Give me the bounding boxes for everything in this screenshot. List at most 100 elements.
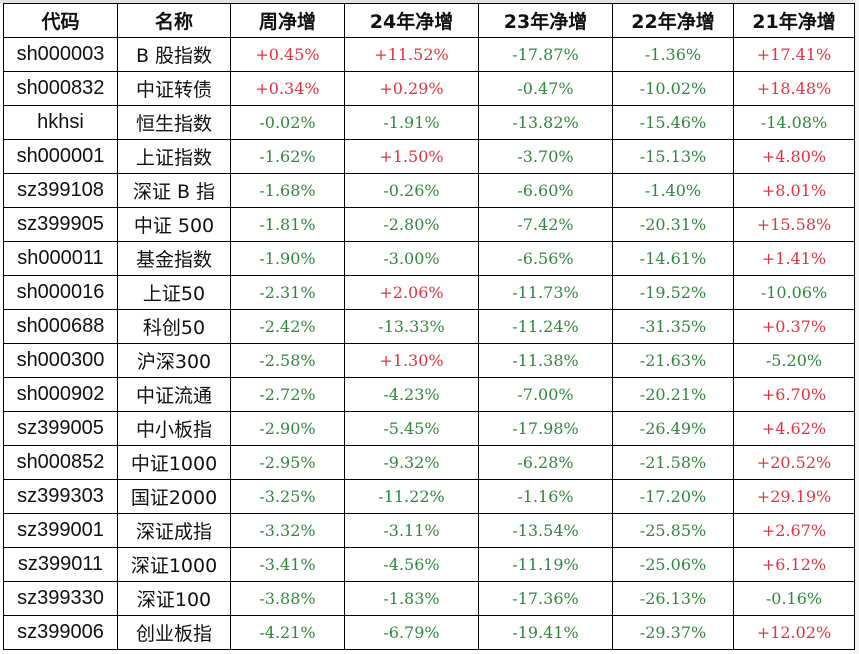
- header-2021-change: 21年净增: [733, 3, 855, 38]
- table-row: sh000011 基金指数 -1.90% -3.00% -6.56% -14.61% +1.…: [3, 241, 855, 276]
- cell-code: sz399303: [3, 479, 118, 514]
- cell-2024-change: +11.52%: [344, 37, 479, 72]
- cell-2024-change: +0.29%: [344, 71, 479, 106]
- cell-week-change: -0.02%: [230, 105, 345, 140]
- cell-2021-change: +8.01%: [733, 173, 855, 208]
- cell-week-change: -1.90%: [230, 241, 345, 276]
- table-row: sz399001 深证成指 -3.32% -3.11% -13.54% -25.85% +2…: [3, 513, 855, 548]
- cell-2023-change: -6.60%: [478, 173, 613, 208]
- cell-code: sh000300: [3, 343, 118, 378]
- cell-code: sz399001: [3, 513, 118, 548]
- header-row: 代码 名称 周净增 24年净增 23年净增 22年净增 21年净增: [3, 3, 855, 38]
- table-row: sh000688 科创50 -2.42% -13.33% -11.24% -31.35% +…: [3, 309, 855, 344]
- cell-2023-change: -13.54%: [478, 513, 613, 548]
- cell-name: B 股指数: [117, 37, 231, 72]
- cell-2022-change: -26.49%: [612, 411, 734, 446]
- cell-week-change: +0.45%: [230, 37, 345, 72]
- table-row: sh000902 中证流通 -2.72% -4.23% -7.00% -20.21% +6.…: [3, 377, 855, 412]
- cell-2023-change: -11.24%: [478, 309, 613, 344]
- sheet-gridline-right: [854, 0, 859, 654]
- cell-2023-change: -0.47%: [478, 71, 613, 106]
- cell-name: 科创50: [117, 309, 231, 344]
- cell-2021-change: -14.08%: [733, 105, 855, 140]
- table-row: sh000832 中证转债 +0.34% +0.29% -0.47% -10.02% +18…: [3, 71, 855, 106]
- cell-2022-change: -15.46%: [612, 105, 734, 140]
- cell-code: sz399006: [3, 615, 118, 650]
- cell-code: sz399108: [3, 173, 118, 208]
- cell-name: 上证50: [117, 275, 231, 310]
- index-performance-table: 代码 名称 周净增 24年净增 23年净增 22年净增 21年净增 sh0000…: [3, 3, 855, 650]
- cell-2022-change: -17.20%: [612, 479, 734, 514]
- cell-2021-change: +4.80%: [733, 139, 855, 174]
- cell-2021-change: +6.70%: [733, 377, 855, 412]
- cell-2023-change: -19.41%: [478, 615, 613, 650]
- cell-2021-change: +12.02%: [733, 615, 855, 650]
- cell-2021-change: -10.06%: [733, 275, 855, 310]
- cell-2021-change: +17.41%: [733, 37, 855, 72]
- cell-name: 深证1000: [117, 547, 231, 582]
- cell-code: sh000902: [3, 377, 118, 412]
- table-row: sh000300 沪深300 -2.58% +1.30% -11.38% -21.63% -…: [3, 343, 855, 378]
- cell-code: hkhsi: [3, 105, 118, 140]
- cell-week-change: -2.42%: [230, 309, 345, 344]
- cell-name: 国证2000: [117, 479, 231, 514]
- table-row: sz399006 创业板指 -4.21% -6.79% -19.41% -29.37% +1…: [3, 615, 855, 650]
- table-row: sh000003 B 股指数 +0.45% +11.52% -17.87% -1.36% +…: [3, 37, 855, 72]
- cell-2024-change: -1.91%: [344, 105, 479, 140]
- cell-code: sz399330: [3, 581, 118, 616]
- cell-2023-change: -11.19%: [478, 547, 613, 582]
- cell-2021-change: +18.48%: [733, 71, 855, 106]
- cell-2024-change: -1.83%: [344, 581, 479, 616]
- cell-code: sz399905: [3, 207, 118, 242]
- cell-2023-change: -11.38%: [478, 343, 613, 378]
- cell-week-change: -3.25%: [230, 479, 345, 514]
- cell-2022-change: -25.85%: [612, 513, 734, 548]
- cell-week-change: -2.95%: [230, 445, 345, 480]
- cell-code: sz399011: [3, 547, 118, 582]
- cell-2024-change: +2.06%: [344, 275, 479, 310]
- cell-code: sz399005: [3, 411, 118, 446]
- table-row: sz399005 中小板指 -2.90% -5.45% -17.98% -26.49% +4…: [3, 411, 855, 446]
- cell-2022-change: -10.02%: [612, 71, 734, 106]
- header-2022-change: 22年净增: [612, 3, 734, 38]
- cell-code: sh000852: [3, 445, 118, 480]
- cell-week-change: -1.62%: [230, 139, 345, 174]
- table-row: sh000852 中证1000 -2.95% -9.32% -6.28% -21.58% +…: [3, 445, 855, 480]
- cell-week-change: +0.34%: [230, 71, 345, 106]
- cell-week-change: -1.68%: [230, 173, 345, 208]
- cell-2022-change: -31.35%: [612, 309, 734, 344]
- cell-week-change: -3.88%: [230, 581, 345, 616]
- cell-2021-change: -5.20%: [733, 343, 855, 378]
- table-row: sh000016 上证50 -2.31% +2.06% -11.73% -19.52% -1…: [3, 275, 855, 310]
- table-row: sh000001 上证指数 -1.62% +1.50% -3.70% -15.13% +4.…: [3, 139, 855, 174]
- cell-2024-change: +1.50%: [344, 139, 479, 174]
- cell-week-change: -2.72%: [230, 377, 345, 412]
- cell-2023-change: -7.42%: [478, 207, 613, 242]
- table-row: hkhsi 恒生指数 -0.02% -1.91% -13.82% -15.46% -14.0…: [3, 105, 855, 140]
- cell-name: 沪深300: [117, 343, 231, 378]
- cell-name: 恒生指数: [117, 105, 231, 140]
- table-row: sz399108 深证 B 指 -1.68% -0.26% -6.60% -1.40% +8…: [3, 173, 855, 208]
- cell-name: 上证指数: [117, 139, 231, 174]
- table-row: sz399011 深证1000 -3.41% -4.56% -11.19% -25.06%…: [3, 547, 855, 582]
- cell-week-change: -3.41%: [230, 547, 345, 582]
- cell-2021-change: +20.52%: [733, 445, 855, 480]
- cell-2024-change: -11.22%: [344, 479, 479, 514]
- cell-2023-change: -11.73%: [478, 275, 613, 310]
- cell-2021-change: +0.37%: [733, 309, 855, 344]
- cell-2022-change: -29.37%: [612, 615, 734, 650]
- cell-week-change: -3.32%: [230, 513, 345, 548]
- cell-2024-change: -4.23%: [344, 377, 479, 412]
- cell-2024-change: -13.33%: [344, 309, 479, 344]
- cell-2024-change: -0.26%: [344, 173, 479, 208]
- cell-code: sh000688: [3, 309, 118, 344]
- cell-2023-change: -17.36%: [478, 581, 613, 616]
- cell-2022-change: -21.58%: [612, 445, 734, 480]
- cell-2021-change: +4.62%: [733, 411, 855, 446]
- cell-name: 基金指数: [117, 241, 231, 276]
- cell-2023-change: -6.28%: [478, 445, 613, 480]
- table-row: sz399330 深证100 -3.88% -1.83% -17.36% -26.13% -…: [3, 581, 855, 616]
- cell-week-change: -2.31%: [230, 275, 345, 310]
- cell-code: sh000011: [3, 241, 118, 276]
- cell-2022-change: -20.31%: [612, 207, 734, 242]
